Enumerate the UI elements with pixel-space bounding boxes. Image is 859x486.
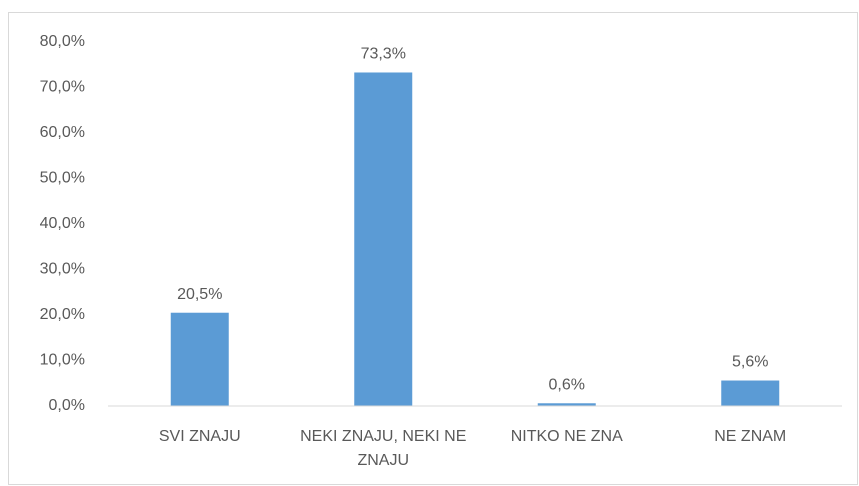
y-tick-label: 50,0%	[40, 170, 85, 187]
bar	[537, 403, 596, 406]
y-tick-label: 70,0%	[40, 79, 85, 96]
y-tick-label: 60,0%	[40, 124, 85, 141]
data-label: 20,5%	[177, 286, 222, 303]
y-tick-label: 80,0%	[40, 33, 85, 50]
y-tick-label: 0,0%	[49, 397, 85, 414]
x-tick-label: NITKO NE ZNA	[510, 428, 623, 445]
bar	[354, 72, 413, 407]
y-tick-label: 10,0%	[40, 352, 85, 369]
x-tick-label: NEKI ZNAJU, NEKI NE ZNAJU	[300, 428, 467, 469]
y-tick-label: 40,0%	[40, 215, 85, 232]
data-label: 73,3%	[361, 46, 406, 63]
x-tick-label: NE ZNAM	[714, 428, 787, 445]
x-tick-label: SVI ZNAJU	[158, 428, 241, 445]
data-label: 0,6%	[549, 376, 585, 393]
y-tick-label: 30,0%	[40, 261, 85, 278]
bar	[170, 312, 229, 406]
y-tick-label: 20,0%	[40, 306, 85, 323]
data-label: 5,6%	[732, 354, 768, 371]
chart-border	[8, 12, 858, 485]
bar	[721, 380, 780, 406]
